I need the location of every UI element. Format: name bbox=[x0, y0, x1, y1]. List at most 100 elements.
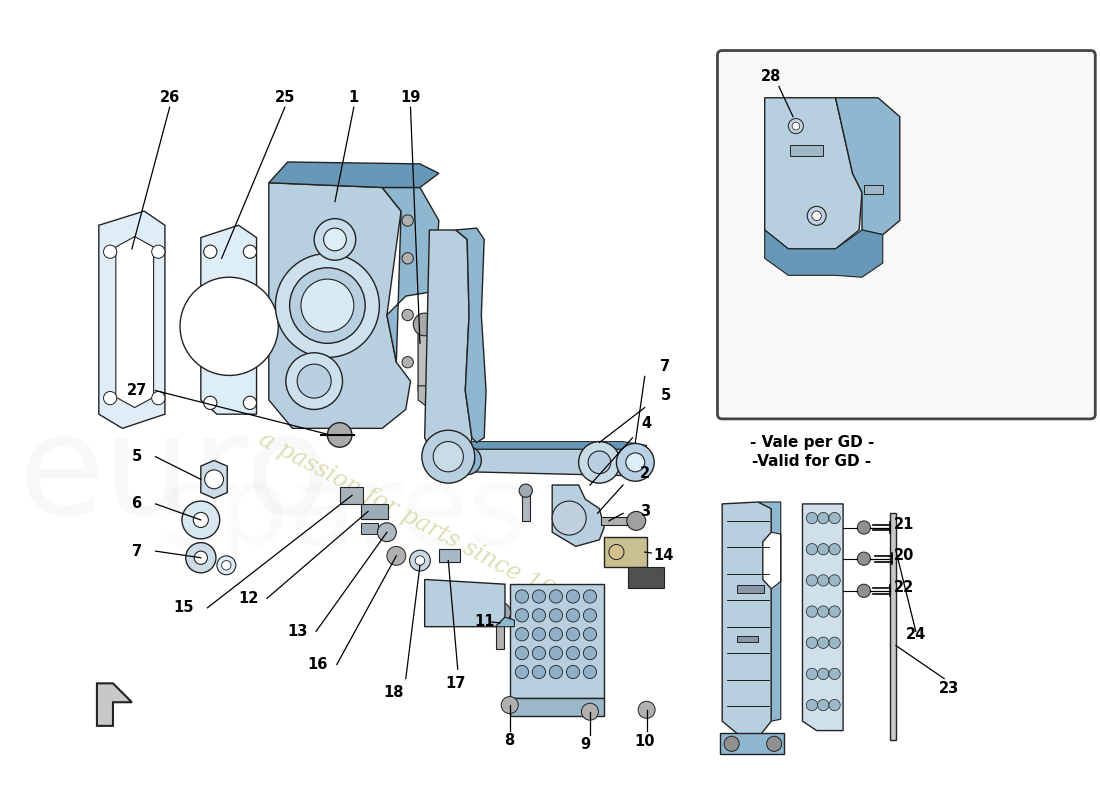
Polygon shape bbox=[418, 386, 433, 406]
Circle shape bbox=[549, 666, 562, 678]
Circle shape bbox=[221, 561, 231, 570]
Circle shape bbox=[807, 206, 826, 226]
Text: 1: 1 bbox=[349, 90, 359, 106]
Circle shape bbox=[817, 512, 829, 524]
Text: 21: 21 bbox=[894, 517, 915, 532]
Polygon shape bbox=[418, 326, 432, 398]
Circle shape bbox=[402, 310, 414, 321]
Circle shape bbox=[583, 628, 596, 641]
Circle shape bbox=[627, 511, 646, 530]
Circle shape bbox=[806, 512, 817, 524]
Text: 22: 22 bbox=[894, 579, 914, 594]
Text: 20: 20 bbox=[894, 548, 915, 563]
Circle shape bbox=[205, 470, 223, 489]
Circle shape bbox=[402, 215, 414, 226]
Text: 25: 25 bbox=[275, 90, 295, 106]
Circle shape bbox=[532, 628, 546, 641]
Circle shape bbox=[297, 364, 331, 398]
Circle shape bbox=[152, 245, 165, 258]
Text: - Vale per GD -: - Vale per GD - bbox=[750, 435, 874, 450]
Circle shape bbox=[806, 668, 817, 679]
Text: 24: 24 bbox=[905, 626, 926, 642]
Circle shape bbox=[817, 543, 829, 555]
Circle shape bbox=[829, 574, 840, 586]
Text: 8: 8 bbox=[505, 733, 515, 747]
Bar bbox=[604, 537, 647, 567]
Circle shape bbox=[421, 430, 475, 483]
Circle shape bbox=[552, 501, 586, 535]
Polygon shape bbox=[723, 502, 771, 735]
Circle shape bbox=[857, 552, 870, 566]
Circle shape bbox=[806, 637, 817, 649]
Bar bbox=[509, 698, 604, 717]
Text: 9: 9 bbox=[580, 738, 591, 752]
Circle shape bbox=[583, 609, 596, 622]
Circle shape bbox=[415, 556, 425, 566]
Polygon shape bbox=[468, 442, 647, 452]
Circle shape bbox=[414, 313, 436, 336]
Circle shape bbox=[289, 268, 365, 343]
Text: 28: 28 bbox=[761, 70, 781, 85]
Circle shape bbox=[817, 637, 829, 649]
Polygon shape bbox=[495, 618, 515, 626]
Polygon shape bbox=[455, 228, 486, 442]
Polygon shape bbox=[99, 211, 165, 428]
Circle shape bbox=[377, 522, 396, 542]
Bar bbox=[362, 522, 378, 534]
Text: 5: 5 bbox=[132, 449, 142, 464]
Text: 14: 14 bbox=[653, 548, 674, 563]
Text: 6: 6 bbox=[132, 496, 142, 511]
Text: 18: 18 bbox=[383, 686, 404, 700]
Circle shape bbox=[194, 512, 208, 527]
Text: 13: 13 bbox=[287, 624, 307, 639]
Text: 5: 5 bbox=[660, 388, 671, 402]
Circle shape bbox=[566, 646, 580, 660]
Circle shape bbox=[829, 699, 840, 710]
Circle shape bbox=[817, 574, 829, 586]
Circle shape bbox=[402, 357, 414, 368]
Polygon shape bbox=[268, 162, 439, 187]
Circle shape bbox=[549, 628, 562, 641]
Circle shape bbox=[817, 699, 829, 710]
Text: 26: 26 bbox=[160, 90, 179, 106]
Circle shape bbox=[566, 666, 580, 678]
Bar bbox=[522, 493, 529, 521]
Text: 19: 19 bbox=[400, 90, 420, 106]
Text: 17: 17 bbox=[446, 676, 466, 691]
Circle shape bbox=[829, 512, 840, 524]
Circle shape bbox=[817, 606, 829, 618]
Circle shape bbox=[626, 453, 645, 472]
Polygon shape bbox=[425, 230, 472, 466]
Circle shape bbox=[549, 590, 562, 603]
Circle shape bbox=[638, 702, 656, 718]
Text: 27: 27 bbox=[126, 383, 146, 398]
Polygon shape bbox=[425, 579, 505, 626]
Circle shape bbox=[152, 391, 165, 405]
Polygon shape bbox=[758, 502, 781, 721]
Circle shape bbox=[616, 443, 654, 482]
Circle shape bbox=[515, 628, 529, 641]
Circle shape bbox=[817, 668, 829, 679]
Polygon shape bbox=[97, 683, 132, 726]
Circle shape bbox=[806, 543, 817, 555]
Circle shape bbox=[566, 609, 580, 622]
Circle shape bbox=[460, 453, 475, 468]
Circle shape bbox=[519, 484, 532, 498]
Bar bbox=[362, 504, 388, 519]
Circle shape bbox=[588, 451, 610, 474]
Circle shape bbox=[433, 442, 463, 472]
Circle shape bbox=[566, 628, 580, 641]
Polygon shape bbox=[552, 485, 604, 546]
Circle shape bbox=[204, 245, 217, 258]
Text: 2: 2 bbox=[640, 466, 650, 481]
Circle shape bbox=[515, 646, 529, 660]
Circle shape bbox=[857, 521, 870, 534]
Circle shape bbox=[204, 396, 217, 410]
Circle shape bbox=[217, 556, 235, 574]
Circle shape bbox=[195, 551, 208, 564]
Circle shape bbox=[812, 211, 822, 221]
Text: 12: 12 bbox=[238, 591, 258, 606]
Polygon shape bbox=[764, 230, 883, 278]
Circle shape bbox=[387, 546, 406, 566]
Circle shape bbox=[582, 703, 598, 720]
